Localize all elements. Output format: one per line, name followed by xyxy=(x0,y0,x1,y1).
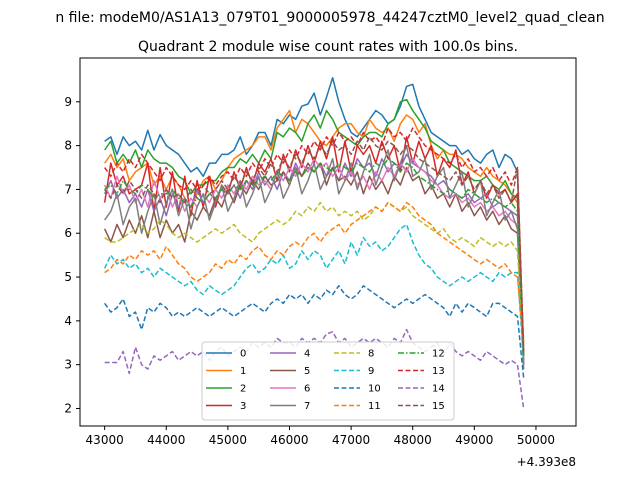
legend-label-4: 4 xyxy=(304,349,310,360)
series-layer xyxy=(103,76,525,409)
legend-label-15: 15 xyxy=(432,401,445,412)
legend-label-8: 8 xyxy=(368,349,374,360)
y-tick-label: 6 xyxy=(64,226,72,240)
series-line-0 xyxy=(104,76,525,365)
series-line-8 xyxy=(104,201,525,361)
series-line-13 xyxy=(104,127,525,352)
y-tick-label: 7 xyxy=(64,182,72,196)
series-line-11 xyxy=(104,201,525,348)
legend-label-3: 3 xyxy=(240,401,246,412)
x-tick-label: 47000 xyxy=(332,433,370,447)
legend-label-5: 5 xyxy=(304,366,310,377)
y-tick-label: 3 xyxy=(64,358,72,372)
x-axis: 43000 44000 45000 46000 47000 48000 49000 50000 xyxy=(86,426,555,447)
legend-label-1: 1 xyxy=(240,366,246,377)
legend-label-0: 0 xyxy=(240,349,246,360)
legend-label-9: 9 xyxy=(368,366,374,377)
legend-label-6: 6 xyxy=(304,384,310,395)
chart-title: Quadrant 2 module wise count rates with … xyxy=(138,39,518,55)
series-line-10 xyxy=(104,285,525,378)
y-tick-label: 2 xyxy=(64,401,72,415)
legend-label-14: 14 xyxy=(432,384,445,395)
x-tick-label: 48000 xyxy=(394,433,432,447)
series-line-7 xyxy=(104,144,525,370)
legend-label-13: 13 xyxy=(432,366,445,377)
x-tick-label: 49000 xyxy=(455,433,493,447)
legend-label-11: 11 xyxy=(368,401,381,412)
figure-suptitle: n file: modeM0/AS1A13_079T01_9000005978_… xyxy=(55,10,604,26)
x-tick-label: 44000 xyxy=(147,433,185,447)
legend-label-7: 7 xyxy=(304,401,310,412)
y-tick-label: 8 xyxy=(64,139,72,153)
axes-frame xyxy=(79,57,577,427)
y-tick-label: 4 xyxy=(64,314,72,328)
x-tick-label: 45000 xyxy=(209,433,247,447)
legend-box xyxy=(201,341,455,421)
y-axis: 2 3 4 5 6 7 8 9 xyxy=(64,95,80,415)
legend-label-12: 12 xyxy=(432,349,445,360)
x-tick-label: 50000 xyxy=(517,433,555,447)
legend-label-2: 2 xyxy=(240,384,246,395)
legend-label-10: 10 xyxy=(368,384,381,395)
series-line-15 xyxy=(104,136,525,352)
y-tick-label: 9 xyxy=(64,95,72,109)
x-tick-label: 46000 xyxy=(270,433,308,447)
series-line-2 xyxy=(104,98,525,356)
series-line-9 xyxy=(103,223,525,361)
y-tick-label: 5 xyxy=(64,270,72,284)
series-line-12 xyxy=(104,158,525,356)
series-line-14 xyxy=(104,328,525,409)
x-axis-offset-label: +4.393e8 xyxy=(517,455,576,469)
x-tick-label: 43000 xyxy=(86,433,124,447)
